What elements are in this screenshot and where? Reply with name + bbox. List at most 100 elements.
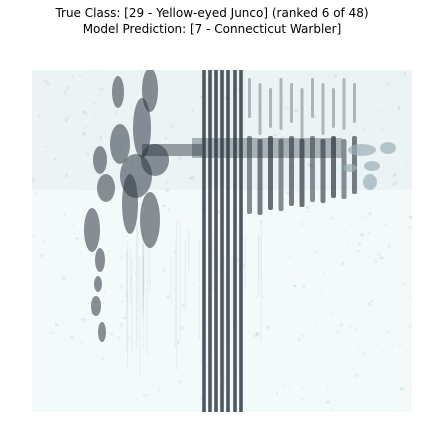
spectrogram-speckle [289, 387, 291, 392]
spectrogram-speckle [120, 257, 123, 259]
spectrogram-speckle [254, 296, 258, 298]
spectrogram-speckle [173, 308, 177, 311]
spectrogram-faint-streak [137, 225, 139, 342]
spectrogram-speckle [134, 272, 136, 274]
spectrogram-speckle [371, 264, 374, 266]
spectrogram-speckle [326, 401, 330, 404]
spectrogram-trill-note [278, 139, 284, 211]
spectrogram-faint-streak [135, 222, 138, 348]
spectrogram-speckle [161, 308, 163, 312]
spectrogram-speckle [349, 132, 351, 136]
spectrogram-speckle [339, 322, 344, 327]
spectrogram-speckle [303, 285, 305, 289]
spectrogram-speckle [334, 321, 336, 325]
spectrogram-speckle [399, 72, 402, 76]
spectrogram-speckle [191, 176, 195, 179]
spectrogram-speckle [349, 325, 353, 329]
spectrogram-speckle [408, 216, 412, 219]
spectrogram-speckle [294, 109, 298, 113]
spectrogram-plot [32, 70, 412, 412]
spectrogram-speckle [166, 179, 168, 184]
spectrogram-speckle [370, 299, 373, 303]
spectrogram-call-blob [91, 296, 101, 316]
spectrogram-call-blob [110, 124, 130, 164]
spectrogram-speckle [161, 105, 165, 108]
spectrogram-speckle [73, 233, 76, 235]
spectrogram-speckle [145, 394, 149, 396]
spectrogram-speckle [395, 181, 398, 184]
spectrogram-speckle [363, 215, 365, 219]
spectrogram-speckle [101, 357, 104, 361]
spectrogram-speckle [303, 219, 305, 221]
spectrogram-speckle [43, 240, 46, 243]
spectrogram-speckle [287, 166, 289, 170]
spectrogram-speckle [200, 74, 202, 78]
spectrogram-speckle [200, 396, 203, 400]
spectrogram-faint-streak [149, 241, 151, 292]
spectrogram-speckle [276, 391, 278, 395]
spectrogram-speckle [403, 282, 406, 285]
spectrogram-speckle [368, 212, 372, 216]
spectrogram-speckle [182, 353, 184, 356]
spectrogram-speckle [273, 134, 278, 137]
spectrogram-speckle [65, 118, 68, 123]
spectrogram-faint-streak [179, 222, 181, 340]
spectrogram-trill-note [320, 139, 326, 203]
spectrogram-faint-streak [143, 244, 145, 349]
spectrogram-speckle [392, 173, 397, 177]
spectrogram-speckle [87, 402, 89, 407]
spectrogram-speckle [167, 148, 170, 153]
spectrogram-speckle [167, 208, 171, 212]
spectrogram-speckle [280, 136, 285, 140]
spectrogram-speckle [284, 384, 286, 386]
spectrogram-speckle [55, 323, 58, 327]
spectrogram-speckle [117, 336, 121, 339]
spectrogram-speckle [173, 251, 176, 254]
spectrogram-speckle [33, 234, 36, 237]
spectrogram-speckle [79, 75, 83, 77]
spectrogram-faint-streak [244, 236, 246, 290]
spectrogram-speckle [129, 281, 131, 283]
spectrogram-call-blob [348, 144, 376, 156]
spectrogram-speckle [230, 146, 232, 150]
spectrogram-speckle [165, 137, 168, 140]
spectrogram-speckle [177, 341, 180, 346]
spectrogram-speckle [175, 120, 178, 123]
spectrogram-speckle [301, 386, 305, 388]
spectrogram-speckle [158, 387, 161, 392]
spectrogram-speckle [43, 80, 48, 83]
spectrogram-speckle [108, 250, 110, 252]
spectrogram-speckle [289, 255, 291, 258]
spectrogram-speckle [404, 71, 406, 75]
spectrogram-speckle [99, 87, 103, 91]
spectrogram-impulse-line [208, 70, 212, 412]
spectrogram-harmonic-note [342, 78, 346, 130]
spectrogram-speckle [94, 70, 98, 72]
spectrogram-speckle [177, 340, 180, 344]
spectrogram-trill-note [268, 136, 273, 210]
spectrogram-speckle [192, 282, 195, 286]
spectrogram-speckle [300, 74, 303, 76]
spectrogram-speckle [169, 280, 172, 283]
spectrogram-speckle [83, 110, 87, 115]
spectrogram-speckle [181, 304, 185, 307]
spectrogram-faint-streak [212, 233, 214, 292]
spectrogram-speckle [248, 133, 250, 135]
spectrogram-speckle [101, 87, 105, 90]
spectrogram-speckle [266, 325, 270, 329]
spectrogram-speckle [71, 225, 75, 227]
spectrogram-speckle [211, 253, 215, 255]
spectrogram-faint-streak [142, 245, 144, 316]
spectrogram-speckle [82, 317, 86, 322]
spectrogram-speckle [75, 237, 79, 240]
spectrogram-harmonic-note [311, 78, 314, 118]
spectrogram-faint-streak [130, 248, 132, 302]
spectrogram-speckle [327, 384, 329, 388]
spectrogram-harmonic-note [258, 83, 262, 135]
spectrogram-speckle [364, 127, 366, 131]
spectrogram-speckle [314, 115, 317, 119]
spectrogram-speckle [217, 210, 221, 214]
spectrogram-call-blob [140, 192, 160, 248]
spectrogram-speckle [180, 326, 184, 330]
spectrogram-harmonic-note [248, 78, 251, 118]
